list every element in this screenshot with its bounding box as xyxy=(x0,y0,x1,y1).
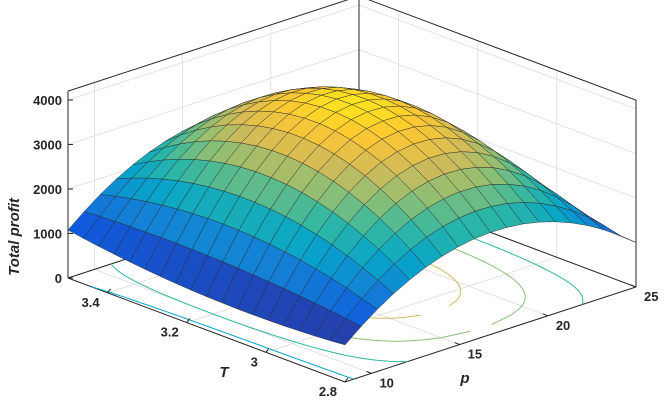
x-tick-label-0: 2.8 xyxy=(319,384,337,399)
pane-edge-floor-front xyxy=(67,277,346,383)
axes-ticks: 0 1000 2000 3000 4000 2.8 3 3.2 3.4 10 15 20 25 xyxy=(33,93,658,399)
surface-cell-17-0 xyxy=(329,318,362,346)
y-tick-label-3: 25 xyxy=(644,289,658,304)
surface-cell-17-17 xyxy=(604,225,637,243)
pane-edge-top-right xyxy=(367,0,637,101)
x-tick-2 xyxy=(186,318,191,323)
y-tick-label-0: 10 xyxy=(379,375,393,390)
x-tick-3 xyxy=(107,288,111,294)
y-tick-3 xyxy=(630,284,637,288)
back-wall-gridline-z-4 xyxy=(67,4,360,101)
y-tick-label-2: 20 xyxy=(556,318,570,333)
z-tick-label-0: 0 xyxy=(55,271,62,286)
x-tick-label-1: 3 xyxy=(251,354,258,369)
z-tick-label-4: 4000 xyxy=(33,93,62,108)
side-wall-gridline-z-4 xyxy=(358,4,637,110)
y-tick-label-1: 15 xyxy=(468,347,482,362)
pane-edge-floor-right xyxy=(344,286,637,383)
pane-edge-top-back xyxy=(67,0,349,92)
side-wall-gridline-z-3 xyxy=(358,49,637,154)
z-axis-title: Total profit xyxy=(6,197,23,276)
y-axis-title: p xyxy=(459,370,469,387)
y-tick-1 xyxy=(454,342,460,346)
x-tick-label-2: 3.2 xyxy=(161,325,179,340)
y-tick-0 xyxy=(366,370,372,374)
x-axis-title: T xyxy=(219,364,230,381)
y-tick-2 xyxy=(542,313,549,317)
z-tick-label-1: 1000 xyxy=(33,227,62,242)
floor-contour-1-0 xyxy=(110,263,408,363)
surface-mesh xyxy=(67,86,637,346)
x-tick-1 xyxy=(265,347,270,353)
z-tick-label-2: 2000 xyxy=(33,182,62,197)
x-tick-label-3: 3.4 xyxy=(81,295,100,310)
x-tick-0 xyxy=(344,377,349,383)
z-tick-label-3: 3000 xyxy=(33,138,62,153)
floor-gridline-t-1 xyxy=(265,256,557,353)
floor-contour-0-0 xyxy=(91,286,354,380)
back-wall-gridline-z-3 xyxy=(67,49,360,145)
